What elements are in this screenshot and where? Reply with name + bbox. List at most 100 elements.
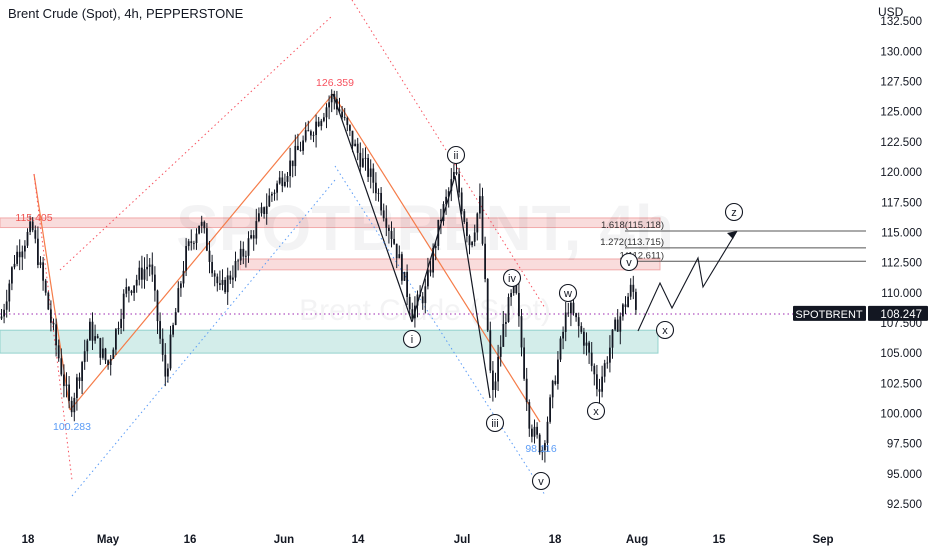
candle-body [182,270,185,284]
candle-body [541,449,544,453]
candle-body [237,260,239,262]
candle-body [328,102,330,108]
trend-line [332,93,541,423]
x-tick-label: Jul [454,534,471,546]
y-tick-label: 95.000 [887,469,922,481]
wave-label-circle [619,252,639,272]
price-tag-symbol: SPOTBRENT [795,309,863,321]
candle-body [206,228,208,251]
y-tick-label: 125.000 [880,107,922,119]
candle-body [377,192,380,194]
candle-body [494,381,497,390]
candle-body [614,319,616,330]
candle-body [609,347,611,363]
candle-body [57,345,60,359]
candle-body [99,338,102,358]
y-tick-label: 112.500 [881,258,922,270]
candle-body [317,121,320,127]
candle-body [208,250,211,262]
candle-body [130,290,133,293]
candle-body [26,231,29,246]
y-tick-label: 107.500 [880,318,922,330]
x-tick-label: 18 [22,534,35,546]
candle-body [34,230,37,239]
candle-body [557,359,559,384]
candle-body [343,117,346,118]
wave-label-circle [655,320,675,340]
candle-body [346,117,349,126]
candle-body [258,213,260,222]
candle-body [42,262,44,281]
candle-body [304,130,307,141]
candle-body [518,292,520,317]
candle-body [450,179,453,192]
projection-arrowhead [727,231,737,239]
candle-body [489,330,492,371]
price-label: 115.405 [15,212,52,224]
candle-body [0,316,3,319]
time-axis[interactable]: 18 May 16 Jun 14 Jul 18 Aug 15 Sep [22,534,834,546]
wave-label: iii [491,418,498,430]
candle-body [68,384,70,401]
candle-body [551,380,554,398]
candle-body [195,233,198,244]
trend-line [334,165,546,496]
x-tick-label: Jun [274,534,294,546]
wave-label-circle [531,471,551,491]
candle-body [499,346,502,357]
candle-body [143,269,146,280]
candle-body [520,316,523,348]
candle-body [359,152,362,167]
candle-body [512,282,515,293]
candle-body [635,291,637,310]
candle-body [21,251,24,258]
trend-line [351,0,546,309]
candle-body [16,251,18,264]
price-label: 126.359 [316,77,354,89]
zone-resistance [0,217,661,229]
candle-body [245,255,247,257]
candle-body [585,342,588,346]
candle-body [232,277,234,280]
candle-body [315,121,317,135]
candle-body [364,157,367,159]
candle-body [271,193,273,196]
wave-label: ii [454,150,459,162]
candle-body [310,131,312,136]
candle-body [624,304,627,307]
candle-body [351,130,354,147]
candle-body [65,384,68,386]
candle-body [570,302,572,314]
candle-body [167,368,169,377]
wave-label: w [563,288,572,300]
candle-body [94,336,96,341]
price-axis[interactable]: 92.500 95.000 97.500 100.000 102.500 105.000 1… [880,16,922,511]
candle-body [86,340,89,352]
candle-body [11,267,13,284]
candle-body [70,400,73,413]
trend-line [332,93,413,323]
candle-body [564,312,567,332]
candle-body [250,235,252,239]
y-tick-label: 117.500 [881,197,922,209]
candle-body [291,160,294,167]
y-tick-label: 110.000 [881,288,922,300]
candle-body [187,241,190,247]
candle-body [211,261,213,274]
candle-body [515,282,518,293]
candle-body [632,284,635,292]
fib-level-label: 1.618(115.118) [601,220,664,231]
candle-body [112,349,115,359]
candle-body [325,107,328,118]
candle-body [302,140,304,151]
candle-body [590,352,593,366]
candle-body [78,377,81,381]
candle-body [362,158,364,167]
y-tick-label: 102.500 [880,378,922,390]
candle-body [125,287,128,294]
candle-body [156,290,159,322]
candle-body [341,111,343,118]
candle-body [390,230,393,239]
